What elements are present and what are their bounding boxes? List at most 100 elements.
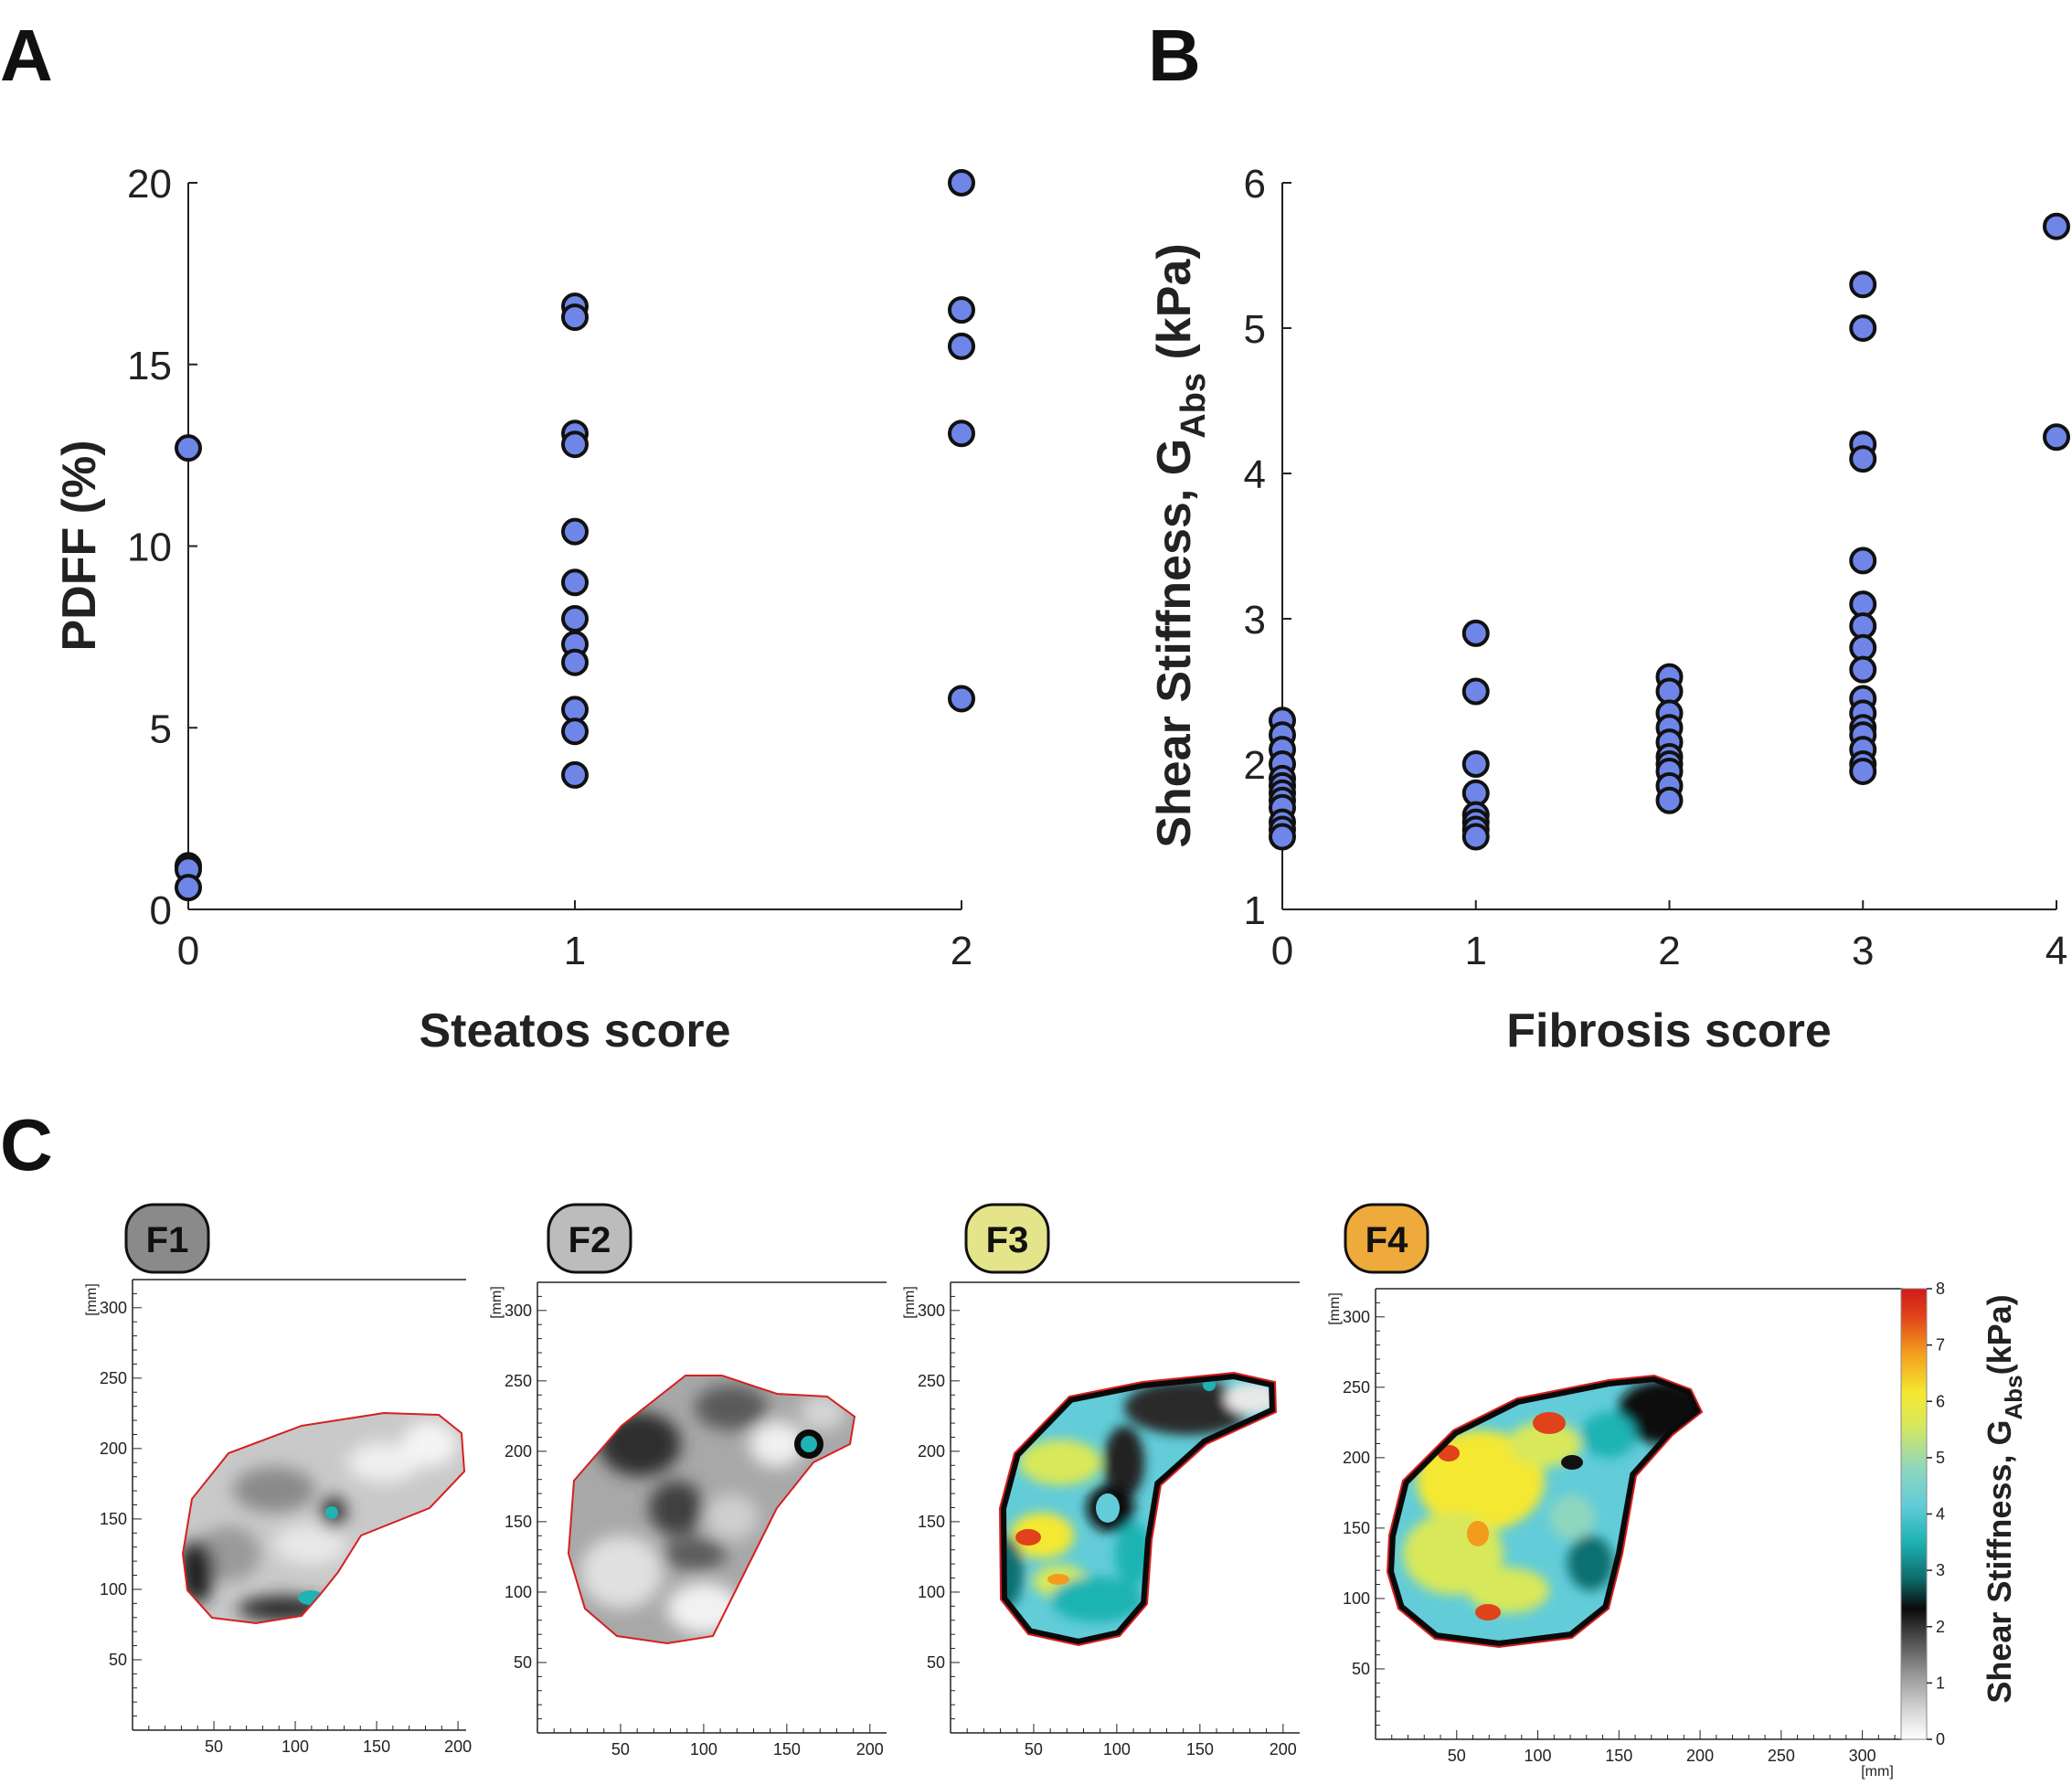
map-f2-badge: F2 <box>547 1203 632 1274</box>
map-x-tick-label: 50 <box>611 1740 630 1758</box>
chart-a-x-tick-label: 2 <box>951 929 972 973</box>
colorbar-tick-label: 5 <box>1936 1449 1945 1467</box>
panel-letter-a: A <box>0 15 53 96</box>
chart-b-y-tick-label: 1 <box>1244 888 1266 933</box>
map-y-tick-label: 100 <box>505 1583 532 1601</box>
map-f4-ticks: 50 100 150 200 250 30050100150200250300[mm][m… <box>1327 1292 1896 1780</box>
map-y-tick-label: 200 <box>1343 1449 1370 1467</box>
map-y-tick-label: 300 <box>918 1302 945 1320</box>
map-y-tick-label: 300 <box>100 1299 127 1317</box>
map-f1-tissue <box>181 1411 466 1625</box>
panel-letter-c: C <box>0 1104 53 1185</box>
chart-b-x-label: Fibrosis score <box>1506 1004 1831 1057</box>
chart-b-point <box>1655 786 1684 814</box>
map-x-tick-label: 100 <box>1103 1740 1131 1758</box>
chart-b-point <box>2043 212 2070 240</box>
chart-a-y-tick-label: 0 <box>150 888 172 933</box>
chart-a-y-tick-label: 10 <box>127 526 172 570</box>
chart-a-y-tick-label: 20 <box>127 162 172 207</box>
chart-a-x-label: Steatos score <box>419 1004 730 1057</box>
chart-a-x-tick-label: 1 <box>564 929 586 973</box>
map-y-tick-label: 200 <box>918 1442 945 1461</box>
chart-a-point <box>948 420 975 448</box>
chart-b-y-tick-label: 4 <box>1244 452 1266 497</box>
map-f1-badge-label: F1 <box>146 1220 189 1260</box>
chart-a-point <box>948 296 975 324</box>
map-x-tick-label: 150 <box>363 1737 390 1756</box>
chart-b-points <box>1269 212 2070 851</box>
map-x-tick-label: 50 <box>1448 1747 1466 1765</box>
map-f3-badge-bg <box>964 1203 1050 1274</box>
chart-b-y-label-main: Shear Stiffness, G <box>1148 439 1201 848</box>
chart-b-y-label: Shear Stiffness, GAbs (kPa) <box>1148 243 1213 847</box>
map-x-unit: [mm] <box>1861 1764 1894 1780</box>
map-y-tick-label: 150 <box>918 1513 945 1531</box>
colorbar-tick-label: 7 <box>1936 1336 1945 1355</box>
map-f3: 50 100 150 200 50 100 150 200 250 300[mm] <box>902 1203 1300 1758</box>
map-f4-badge-bg <box>1344 1203 1429 1274</box>
map-f3-tissue <box>998 1371 1278 1647</box>
chart-b-point <box>1849 445 1877 473</box>
map-x-tick-label: 100 <box>690 1740 717 1758</box>
map-y-unit: [mm] <box>902 1286 918 1319</box>
map-f1-badge-bg <box>124 1203 210 1274</box>
map-f1-ticks: 50 100 150 200 50 100 150 200 250 300[mm] <box>84 1283 472 1756</box>
chart-b-y-tick-label: 2 <box>1244 743 1266 788</box>
chart-a-point <box>561 517 589 546</box>
map-y-tick-label: 50 <box>1352 1660 1370 1678</box>
map-f2-ticks: 50 100 150 200 50 100 150 200 250 300[mm] <box>489 1286 884 1758</box>
map-x-tick-label: 250 <box>1768 1747 1795 1765</box>
map-y-tick-label: 50 <box>109 1651 127 1669</box>
map-y-tick-label: 250 <box>1343 1378 1370 1397</box>
chart-a-point <box>561 648 589 676</box>
map-f3-ticks: 50 100 150 200 50 100 150 200 250 300[mm] <box>902 1286 1297 1758</box>
map-x-tick-label: 200 <box>856 1740 884 1758</box>
map-f4-tissue <box>1386 1374 1704 1649</box>
map-y-tick-label: 300 <box>1343 1308 1370 1326</box>
chart-a-point <box>561 568 589 597</box>
map-y-tick-label: 50 <box>514 1653 532 1672</box>
map-x-tick-label: 150 <box>773 1740 801 1758</box>
map-y-tick-label: 150 <box>505 1513 532 1531</box>
chart-b-y-label-sub: Abs <box>1174 373 1213 439</box>
colorbar-ticks: 0 1 2 3 4 5 6 7 8 <box>1927 1280 1945 1748</box>
map-y-tick-label: 250 <box>918 1372 945 1390</box>
chart-b-x-tick-label: 0 <box>1271 929 1293 973</box>
map-f1-badge: F1 <box>124 1203 210 1274</box>
chart-a-point <box>948 685 975 713</box>
chart-a-x-tick-label: 0 <box>177 929 199 973</box>
chart-b-point <box>1849 655 1877 684</box>
chart-a-point <box>948 169 975 197</box>
colorbar-label-unit: (kPa) <box>1981 1294 2018 1375</box>
map-f2-tissue <box>567 1375 856 1645</box>
chart-a-point <box>948 332 975 360</box>
chart-a-point <box>175 874 202 902</box>
chart-a-point <box>561 717 589 746</box>
chart-a-point <box>175 434 202 462</box>
map-y-unit: [mm] <box>489 1286 505 1319</box>
chart-a-point <box>561 605 589 632</box>
map-x-tick-label: 50 <box>1025 1740 1043 1758</box>
map-x-tick-label: 100 <box>282 1737 309 1756</box>
map-y-tick-label: 100 <box>100 1580 127 1599</box>
chart-b-point <box>1849 757 1877 785</box>
colorbar-tick-label: 1 <box>1936 1673 1945 1692</box>
map-f4-badge: F4 <box>1344 1203 1429 1274</box>
chart-b-x-tick-label: 3 <box>1852 929 1874 973</box>
colorbar-tick-label: 2 <box>1936 1618 1945 1636</box>
chart-b-point <box>1849 547 1877 575</box>
panel-letter-b: B <box>1148 15 1201 96</box>
map-y-tick-label: 150 <box>1343 1519 1370 1537</box>
map-y-tick-label: 200 <box>100 1440 127 1458</box>
chart-b-y-tick-label: 5 <box>1244 307 1266 352</box>
chart-a-y-tick-label: 15 <box>127 344 172 388</box>
map-x-tick-label: 150 <box>1605 1747 1632 1765</box>
chart-b-x-tick-label: 1 <box>1465 929 1487 973</box>
chart-b-y-tick-label: 6 <box>1244 162 1266 207</box>
map-y-tick-label: 50 <box>927 1653 945 1672</box>
chart-b-x-tick-label: 4 <box>2045 929 2067 973</box>
